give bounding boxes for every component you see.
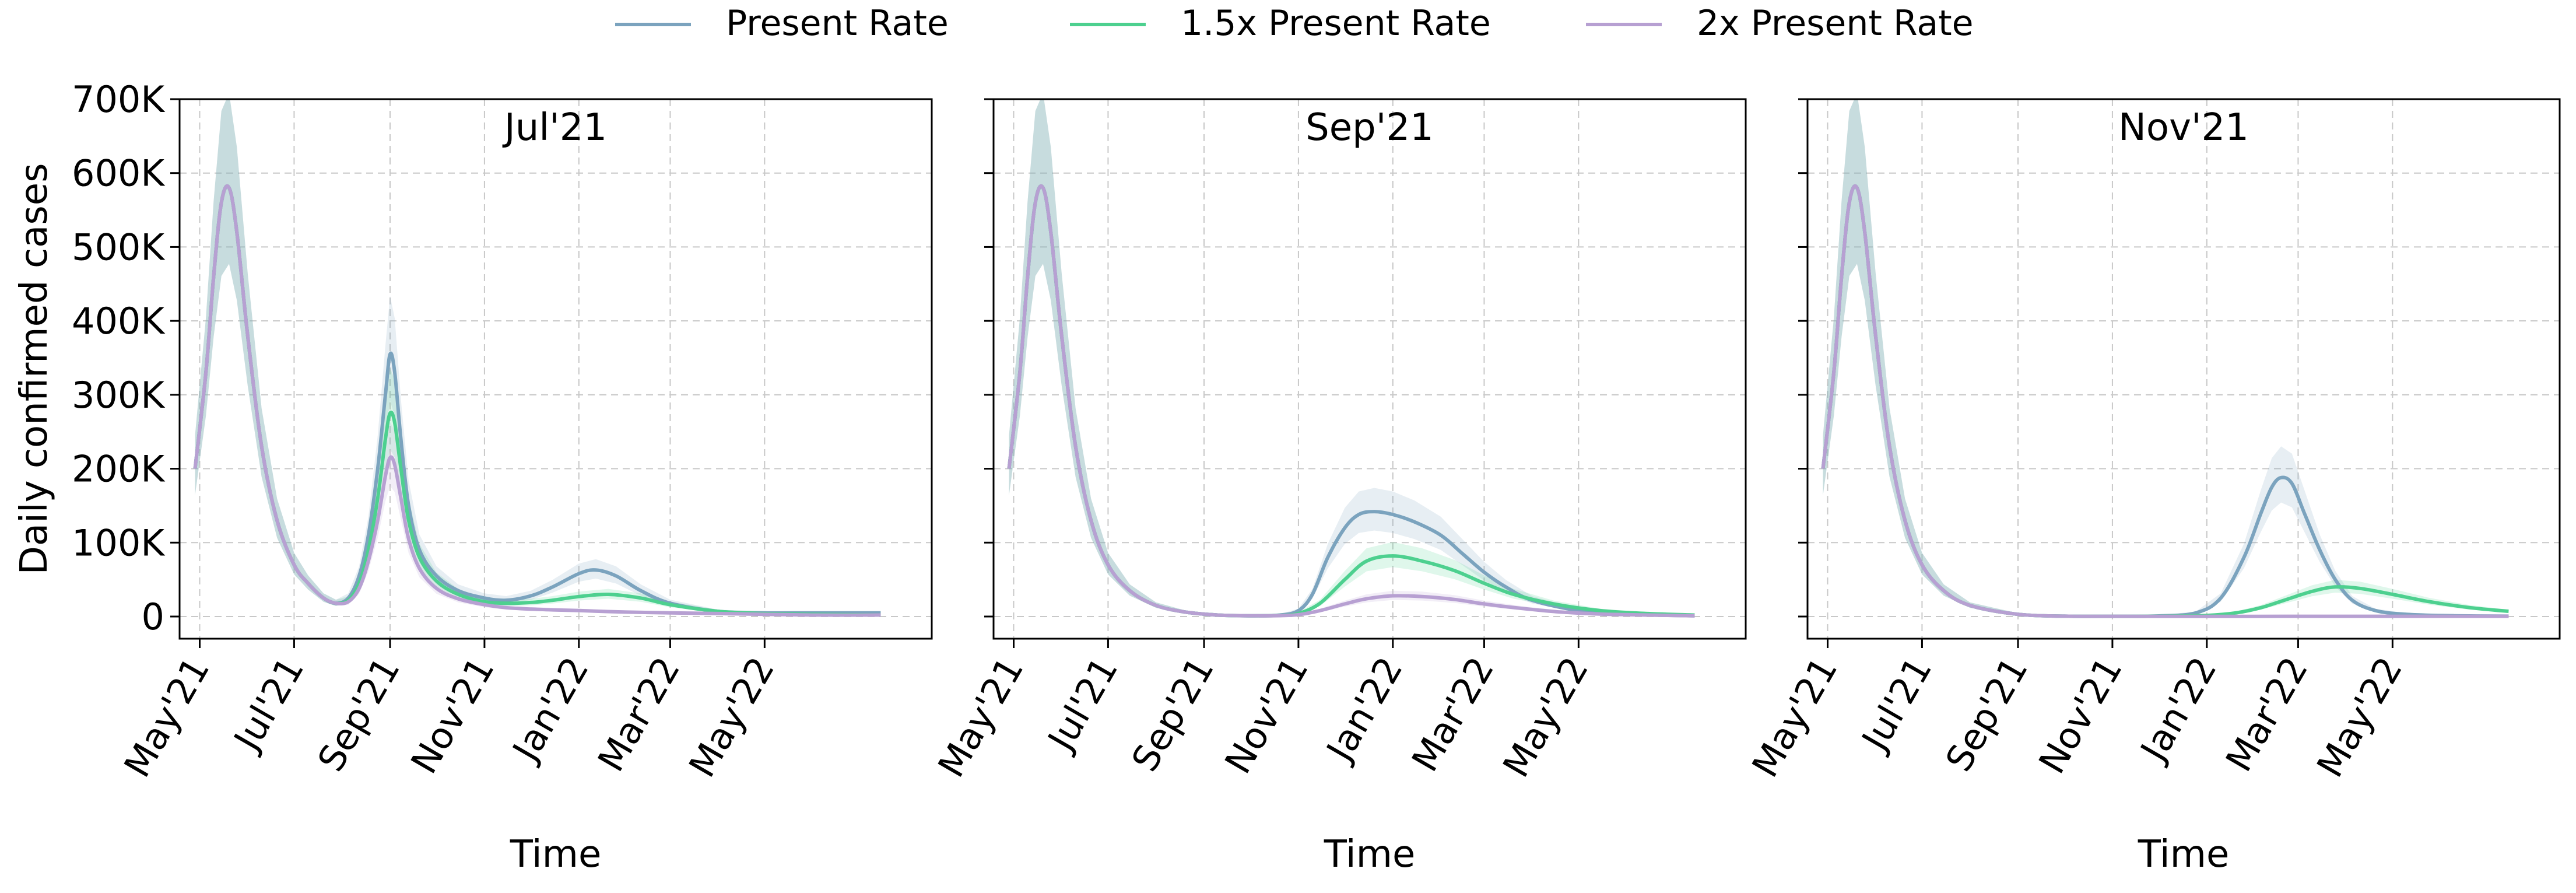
- legend-label: 2x Present Rate: [1697, 3, 1974, 44]
- series-line-1: [193, 184, 881, 615]
- series-line-3: [1007, 184, 1695, 618]
- x-tick-label: Jan'22: [503, 650, 597, 770]
- x-tick-label: May'22: [680, 650, 782, 785]
- x-tick-label: Jul'21: [224, 650, 313, 759]
- x-tick-label: Jul'21: [1038, 650, 1126, 759]
- panel-title: Nov'21: [2118, 106, 2249, 149]
- y-axis: [1798, 98, 1808, 618]
- x-tick-label: Nov'21: [402, 650, 503, 780]
- plot-frame: [1806, 98, 2561, 640]
- series-line-2: [1007, 184, 1695, 618]
- x-tick-label: Nov'21: [1216, 650, 1317, 780]
- x-tick-label: Mar'22: [589, 650, 689, 779]
- x-axis-label: Time: [510, 833, 602, 876]
- plot-frame: [992, 98, 1747, 640]
- legend: Present Rate 1.5x Present Rate 2x Present …: [615, 3, 1974, 44]
- series-band-2: [195, 99, 881, 616]
- series-group: [193, 99, 881, 617]
- legend-item: 2x Present Rate: [1586, 3, 1974, 44]
- x-tick-label: May'22: [1494, 650, 1596, 785]
- y-tick-label: 300K: [72, 374, 165, 416]
- y-tick-label: 200K: [72, 448, 165, 491]
- y-tick-label: 600K: [72, 152, 165, 195]
- series-line-3: [193, 184, 881, 617]
- panel-title: Jul'21: [502, 106, 607, 149]
- y-tick-label: 700K: [72, 78, 165, 121]
- series-band-2: [1823, 99, 2509, 617]
- y-axis-label: Daily confirmed cases: [13, 163, 56, 575]
- x-tick-label: Sep'21: [1123, 650, 1222, 779]
- series-band-3: [195, 99, 881, 616]
- x-tick-label: May'21: [929, 650, 1031, 785]
- x-tick-label: Sep'21: [1937, 650, 2036, 779]
- series-line-2: [1821, 184, 2509, 618]
- plot-frame: [178, 98, 933, 640]
- x-tick-label: Jan'22: [2131, 650, 2225, 770]
- y-tick-label: 100K: [72, 521, 165, 564]
- legend-label: 1.5x Present Rate: [1181, 3, 1491, 44]
- grid: [994, 99, 1746, 639]
- x-tick-label: May'21: [1743, 650, 1845, 785]
- x-axis-label: Time: [1324, 833, 1416, 876]
- series-band-1: [195, 99, 881, 614]
- y-axis: [984, 98, 994, 618]
- y-axis: 0 100K 200K 300K 400K 500K 600K 700K: [72, 78, 180, 638]
- series-line-1: [1821, 184, 2509, 618]
- series-band-1: [1823, 99, 2509, 617]
- x-tick-label: Mar'22: [2217, 650, 2317, 779]
- y-tick-label: 0: [142, 596, 164, 638]
- x-tick-label: Nov'21: [2030, 650, 2131, 780]
- x-tick-label: Jul'21: [1852, 650, 1940, 759]
- series-group: [1821, 99, 2509, 618]
- x-tick-label: May'21: [115, 650, 217, 785]
- legend-item: Present Rate: [615, 3, 949, 44]
- legend-item: 1.5x Present Rate: [1070, 3, 1491, 44]
- x-tick-label: Sep'21: [309, 650, 408, 779]
- series-line-2: [193, 184, 881, 617]
- series-group: [1007, 99, 1695, 618]
- series-band-1: [1009, 99, 1695, 617]
- series-line-1: [1007, 184, 1695, 618]
- y-tick-label: 400K: [72, 300, 165, 342]
- x-tick-label: Mar'22: [1403, 650, 1503, 779]
- x-tick-label: Jan'22: [1317, 650, 1411, 770]
- series-line-3: [1821, 184, 2509, 618]
- x-axis-label: Time: [2138, 833, 2230, 876]
- series-band-3: [1823, 99, 2509, 617]
- panel-title: Sep'21: [1305, 106, 1434, 149]
- legend-label: Present Rate: [726, 3, 949, 44]
- y-tick-label: 500K: [72, 226, 165, 268]
- x-tick-label: May'22: [2308, 650, 2410, 785]
